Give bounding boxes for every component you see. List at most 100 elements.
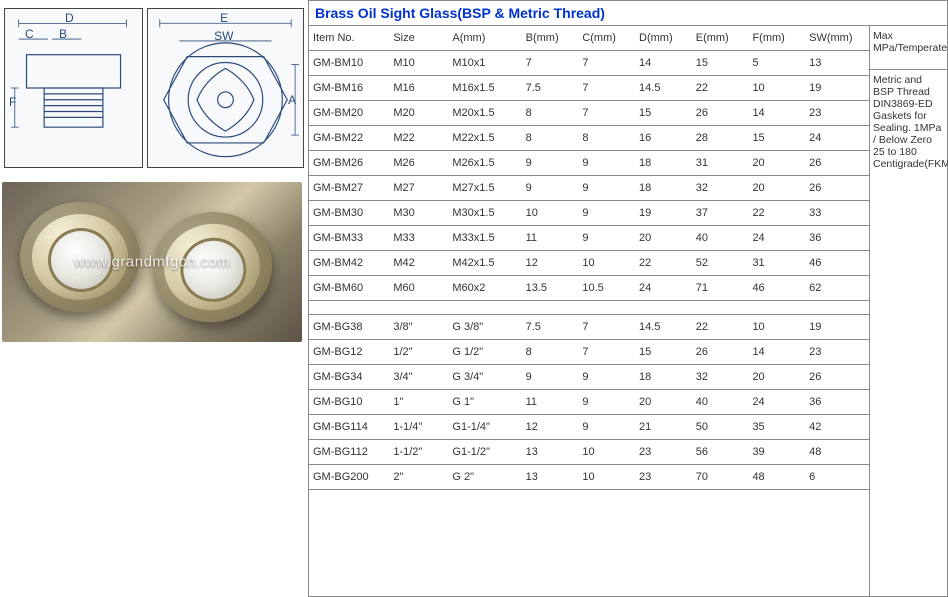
table-cell: 10 — [748, 76, 805, 101]
table-row: GM-BG101"G 1"11920402436 — [309, 390, 869, 415]
table-cell: G 3/8" — [448, 315, 521, 340]
table-header-cell: Item No. — [309, 26, 389, 51]
table-cell: G 3/4" — [448, 365, 521, 390]
table-cell: 26 — [692, 340, 749, 365]
table-cell: 7.5 — [522, 315, 579, 340]
table-cell: M22 — [389, 126, 448, 151]
dim-label-b: B — [59, 27, 67, 41]
table-row: GM-BG121/2"G 1/2"8715261423 — [309, 340, 869, 365]
table-cell: 24 — [748, 226, 805, 251]
table-cell: 33 — [805, 201, 869, 226]
table-cell: 21 — [635, 415, 692, 440]
title-row: Brass Oil Sight Glass(BSP & Metric Threa… — [309, 1, 947, 26]
table-cell: M33x1.5 — [448, 226, 521, 251]
dim-label-a: A — [288, 93, 296, 107]
table-row: GM-BM22M22M22x1.58816281524 — [309, 126, 869, 151]
table-cell: 10 — [578, 465, 635, 490]
table-cell: 16 — [635, 126, 692, 151]
table-cell: 19 — [635, 201, 692, 226]
table-cell: GM-BM27 — [309, 176, 389, 201]
table-header-row: Item No.SizeA(mm)B(mm)C(mm)D(mm)E(mm)F(m… — [309, 26, 869, 51]
table-cell: 48 — [748, 465, 805, 490]
table-cell: 18 — [635, 365, 692, 390]
table-cell: GM-BM22 — [309, 126, 389, 151]
table-cell: 22 — [635, 251, 692, 276]
table-cell: 8 — [522, 101, 579, 126]
table-row: GM-BG343/4"G 3/4"9918322026 — [309, 365, 869, 390]
table-cell: 9 — [578, 365, 635, 390]
table-cell: 9 — [522, 151, 579, 176]
table-cell: 19 — [805, 76, 869, 101]
table-cell: G 1" — [448, 390, 521, 415]
dim-label-d: D — [65, 11, 74, 25]
table-gap-cell — [578, 301, 635, 315]
engineering-drawings: D C B F — [2, 4, 306, 172]
table-cell: 22 — [692, 315, 749, 340]
table-cell: M26 — [389, 151, 448, 176]
table-cell: 14.5 — [635, 76, 692, 101]
table-cell: 5 — [748, 51, 805, 76]
table-cell: 12 — [522, 251, 579, 276]
table-cell: GM-BM20 — [309, 101, 389, 126]
table-cell: G 2" — [448, 465, 521, 490]
table-cell: M27 — [389, 176, 448, 201]
table-cell: 13 — [522, 465, 579, 490]
table-header-cell: D(mm) — [635, 26, 692, 51]
notes-body: Metric and BSP Thread DIN3869-ED Gaskets… — [870, 70, 947, 596]
table-cell: 39 — [748, 440, 805, 465]
table-cell: 24 — [635, 276, 692, 301]
table-gap-row — [309, 301, 869, 315]
table-row: GM-BM60M60M60x213.510.524714662 — [309, 276, 869, 301]
table-cell: 7 — [522, 51, 579, 76]
table-cell: 3/8" — [389, 315, 448, 340]
table-cell: 3/4" — [389, 365, 448, 390]
table-cell: GM-BM26 — [309, 151, 389, 176]
table-cell: 2" — [389, 465, 448, 490]
table-cell: 23 — [805, 340, 869, 365]
table-cell: 46 — [748, 276, 805, 301]
table-cell: 20 — [635, 390, 692, 415]
table-cell: M16 — [389, 76, 448, 101]
table-cell: M27x1.5 — [448, 176, 521, 201]
table-cell: 52 — [692, 251, 749, 276]
table-row: GM-BG383/8"G 3/8"7.5714.5221019 — [309, 315, 869, 340]
table-row: GM-BM20M20M20x1.58715261423 — [309, 101, 869, 126]
table-cell: GM-BG10 — [309, 390, 389, 415]
table-header-cell: SW(mm) — [805, 26, 869, 51]
table-cell: 9 — [578, 151, 635, 176]
table-cell: 40 — [692, 390, 749, 415]
table-cell: 7 — [578, 101, 635, 126]
table-cell: 15 — [748, 126, 805, 151]
table-cell: M30x1.5 — [448, 201, 521, 226]
table-cell: 50 — [692, 415, 749, 440]
table-cell: M60x2 — [448, 276, 521, 301]
table-gap-cell — [692, 301, 749, 315]
table-cell: M33 — [389, 226, 448, 251]
table-cell: 15 — [635, 101, 692, 126]
dim-label-e: E — [220, 11, 228, 25]
table-cell: 15 — [692, 51, 749, 76]
table-cell: 8 — [578, 126, 635, 151]
table-cell: GM-BG114 — [309, 415, 389, 440]
table-cell: 62 — [805, 276, 869, 301]
right-column: Brass Oil Sight Glass(BSP & Metric Threa… — [308, 0, 948, 597]
table-cell: 10 — [578, 251, 635, 276]
page-title: Brass Oil Sight Glass(BSP & Metric Threa… — [315, 5, 605, 21]
drawing-side-view: D C B F — [4, 8, 143, 168]
table-gap-cell — [309, 301, 389, 315]
data-table-wrap: Item No.SizeA(mm)B(mm)C(mm)D(mm)E(mm)F(m… — [309, 26, 869, 596]
table-cell: M42x1.5 — [448, 251, 521, 276]
table-cell: M10x1 — [448, 51, 521, 76]
table-cell: 9 — [578, 226, 635, 251]
table-cell: M20x1.5 — [448, 101, 521, 126]
table-cell: 36 — [805, 226, 869, 251]
page-root: D C B F — [0, 0, 948, 597]
table-cell: GM-BG112 — [309, 440, 389, 465]
table-header-cell: A(mm) — [448, 26, 521, 51]
table-header-cell: C(mm) — [578, 26, 635, 51]
product-photo: www.grandmfgcn.com — [2, 182, 302, 342]
table-cell: 22 — [692, 76, 749, 101]
table-header-cell: Size — [389, 26, 448, 51]
table-cell: 7 — [578, 340, 635, 365]
table-cell: 9 — [522, 176, 579, 201]
